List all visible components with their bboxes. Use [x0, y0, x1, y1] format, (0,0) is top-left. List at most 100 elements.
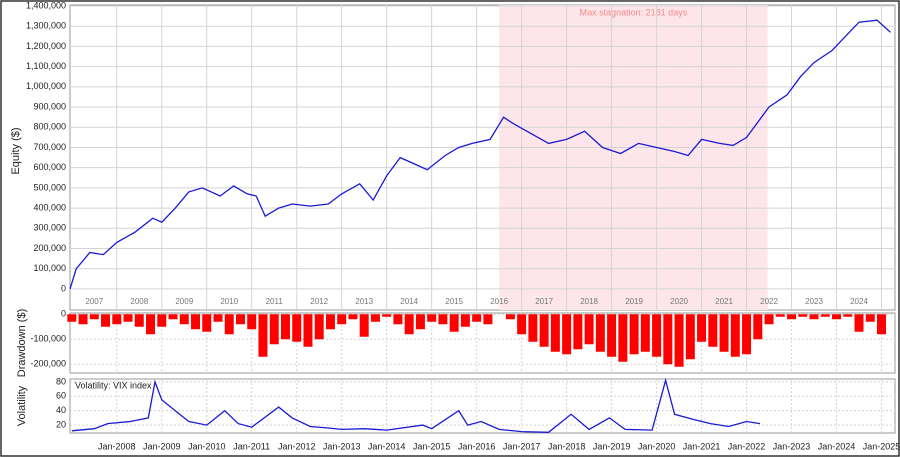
bar — [370, 314, 380, 322]
bar — [382, 314, 392, 317]
bar — [629, 314, 639, 355]
x-tick-label: 2010 — [220, 297, 238, 306]
x-tick-label: Jan-2014 — [368, 441, 406, 451]
x-tick-label: 2011 — [266, 297, 284, 306]
line — [69, 19, 891, 290]
bar — [191, 314, 201, 330]
x-tick-label: 2022 — [760, 297, 778, 306]
x-tick-label: 2021 — [715, 297, 733, 306]
x-tick-label: 2023 — [805, 297, 823, 306]
bar — [775, 314, 785, 317]
bar — [325, 314, 335, 330]
bar — [202, 314, 212, 332]
y-tick-label: 40 — [56, 405, 66, 415]
plot-area — [69, 4, 896, 311]
bar — [640, 314, 650, 352]
y-tick-label: 300,000 — [33, 223, 66, 233]
y-tick-label: 700,000 — [33, 142, 66, 152]
y-tick-label: 1,300,000 — [26, 21, 66, 31]
y-tick-label: 0 — [61, 309, 66, 319]
bar — [393, 314, 403, 325]
bar — [742, 314, 752, 355]
y-tick-label: 400,000 — [33, 202, 66, 212]
x-tick-label: 2013 — [355, 297, 373, 306]
y-tick-label: 1,200,000 — [26, 41, 66, 51]
stagnation-band — [499, 5, 768, 310]
bar — [89, 314, 99, 320]
x-tick-label: Jan-2010 — [188, 441, 226, 451]
bar — [584, 314, 594, 345]
x-tick-label: Jan-2024 — [818, 441, 856, 451]
bar — [854, 314, 864, 332]
bar — [134, 314, 144, 327]
bar — [843, 314, 853, 317]
bar — [449, 314, 459, 332]
x-tick-label: Jan-2022 — [728, 441, 766, 451]
y-axis-label: Drawdown ($) — [16, 309, 28, 377]
x-tick-label: Jan-2013 — [323, 441, 361, 451]
x-tick-label: Jan-2018 — [548, 441, 586, 451]
bar — [157, 314, 167, 327]
bar — [404, 314, 414, 335]
bar — [550, 314, 560, 352]
bar — [764, 314, 774, 325]
bar — [517, 314, 527, 335]
bar — [348, 314, 358, 320]
x-tick-label: Jan-2023 — [773, 441, 811, 451]
bar — [168, 314, 178, 320]
y-tick-label: 800,000 — [33, 122, 66, 132]
x-tick-label: 2018 — [580, 297, 598, 306]
bar — [539, 314, 549, 347]
bar — [877, 314, 887, 335]
year-labels: 2007 2008 2009 2010 2011 2012 2013 2014 2015 2016… — [85, 297, 868, 306]
bar — [562, 314, 572, 355]
y-tick-label: 900,000 — [33, 101, 66, 111]
bar — [213, 314, 223, 322]
bar — [460, 314, 470, 327]
bar — [697, 314, 707, 342]
bar — [292, 314, 302, 342]
x-tick-label: Jan-2015 — [413, 441, 451, 451]
bar — [280, 314, 290, 340]
x-tick-label: 2015 — [445, 297, 463, 306]
y-tick-label: 1,000,000 — [26, 81, 66, 91]
bar — [78, 314, 88, 325]
x-tick-label: Jan-2025 — [863, 441, 900, 451]
bar — [595, 314, 605, 352]
bar — [314, 314, 324, 340]
annotation: Max stagnation: 2181 days — [580, 7, 688, 17]
bar — [67, 314, 77, 322]
x-tick-label: 2017 — [535, 297, 553, 306]
bar — [337, 314, 347, 325]
bar — [427, 314, 437, 322]
x-tick-label: 2024 — [850, 297, 868, 306]
bar — [483, 314, 493, 325]
panel: Max stagnation: 2181 days 0 100,000 200,000… — [10, 0, 896, 311]
y-tick-label: 1,100,000 — [26, 61, 66, 71]
legend-label: Volatility: VIX index — [75, 380, 152, 390]
x-tick-label: Jan-2019 — [593, 441, 631, 451]
bar — [865, 314, 875, 322]
bar — [652, 314, 662, 357]
y-tick-label: 20 — [56, 419, 66, 429]
bar — [415, 314, 425, 330]
x-tick-label: 2009 — [175, 297, 193, 306]
x-tick-label: Jan-2020 — [638, 441, 676, 451]
bar — [112, 314, 122, 325]
bar — [269, 314, 279, 345]
bar — [663, 314, 673, 365]
x-tick-label: Jan-2012 — [278, 441, 316, 451]
bar — [472, 314, 482, 322]
x-tick-label: 2014 — [400, 297, 418, 306]
bar — [303, 314, 313, 347]
y-axis-label: Volatility — [16, 385, 28, 426]
bar — [787, 314, 797, 320]
y-tick-label: -100,000 — [30, 334, 66, 344]
bar — [618, 314, 628, 362]
bar — [708, 314, 718, 347]
bar — [820, 314, 830, 317]
y-tick-label: -200,000 — [30, 359, 66, 369]
bar — [719, 314, 729, 352]
